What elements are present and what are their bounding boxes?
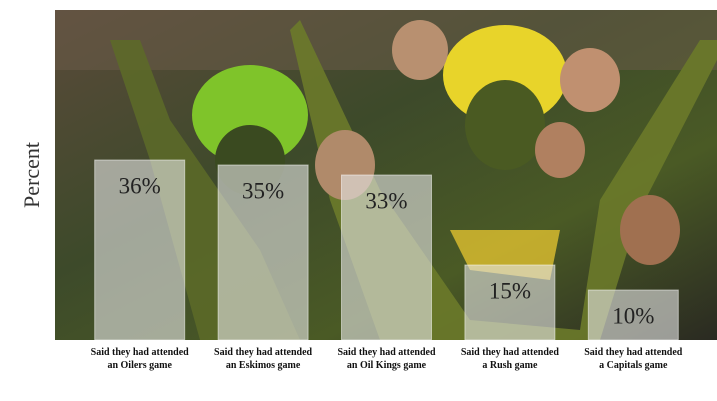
data-label: 10% bbox=[612, 303, 654, 328]
x-tick-label: Said they had attended a Capitals game bbox=[584, 347, 683, 371]
bar bbox=[464, 264, 556, 341]
data-label: 36% bbox=[119, 173, 161, 198]
bar bbox=[587, 289, 679, 341]
bar bbox=[217, 164, 309, 341]
x-tick-label: Said they had attended an Eskimos game bbox=[214, 347, 313, 371]
y-axis-label: Percent bbox=[19, 142, 44, 208]
bar bbox=[94, 159, 186, 341]
data-label: 33% bbox=[365, 188, 407, 213]
bar bbox=[341, 174, 432, 341]
data-label: 15% bbox=[489, 278, 531, 303]
data-label: 35% bbox=[242, 178, 284, 203]
x-tick-label: Said they had attended a Rush game bbox=[460, 347, 559, 371]
x-tick-label: Said they had attended an Oil Kings game bbox=[337, 347, 436, 371]
x-tick-label: Said they had attended an Oilers game bbox=[90, 347, 189, 371]
